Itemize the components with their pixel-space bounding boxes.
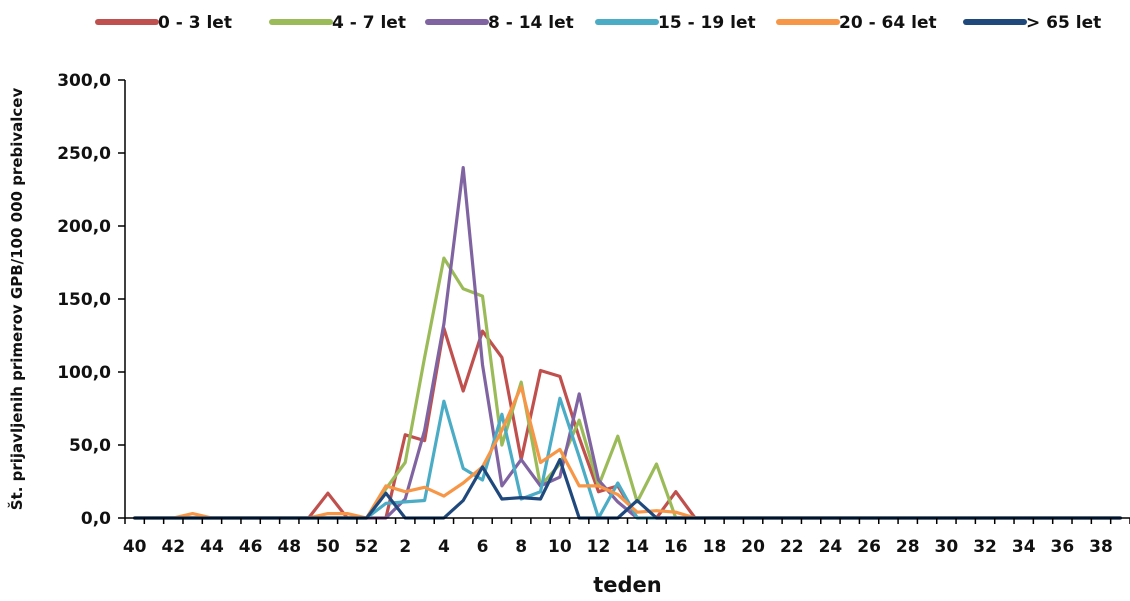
x-tick-label: 6 bbox=[477, 537, 489, 557]
legend-label: 15 - 19 let bbox=[658, 13, 756, 33]
legend-item: 4 - 7 let bbox=[269, 13, 406, 33]
x-tick-label: 22 bbox=[780, 537, 804, 557]
y-tick-label: 200,0 bbox=[57, 217, 111, 237]
legend-item: 8 - 14 let bbox=[425, 13, 574, 33]
x-tick-label: 50 bbox=[316, 537, 340, 557]
y-tick-label: 0,0 bbox=[81, 509, 111, 529]
x-tick-label: 2 bbox=[399, 537, 411, 557]
legend-item: 15 - 19 let bbox=[595, 13, 756, 33]
y-axis: 0,0 50,0 100,0 150,0 200,0 250,0 300,0 bbox=[57, 71, 126, 529]
x-tick-label: 36 bbox=[1051, 537, 1075, 557]
x-tick-label: 8 bbox=[515, 537, 527, 557]
legend-label: 0 - 3 let bbox=[158, 13, 232, 33]
x-tick-label: 12 bbox=[587, 537, 611, 557]
series-line-0 bbox=[133, 326, 1122, 520]
x-tick-label: 26 bbox=[857, 537, 881, 557]
legend-item: > 65 let bbox=[963, 13, 1101, 33]
x-tick-label: 34 bbox=[1012, 537, 1036, 557]
x-tick-label: 20 bbox=[741, 537, 765, 557]
x-tick-label: 48 bbox=[277, 537, 301, 557]
legend-label: > 65 let bbox=[1026, 13, 1101, 33]
series-line-1 bbox=[133, 256, 1122, 520]
y-tick-label: 100,0 bbox=[57, 363, 111, 383]
y-axis-title: Št. prijavljenih primerov GPB/100 000 pr… bbox=[7, 88, 26, 511]
legend-item: 20 - 64 let bbox=[776, 13, 937, 33]
x-tick-label: 38 bbox=[1089, 537, 1113, 557]
x-tick-label: 28 bbox=[896, 537, 920, 557]
x-tick-label: 30 bbox=[935, 537, 959, 557]
x-tick-label: 18 bbox=[703, 537, 727, 557]
x-tick-label: 14 bbox=[625, 537, 649, 557]
x-tick-label: 42 bbox=[161, 537, 185, 557]
x-tick-label: 10 bbox=[548, 537, 572, 557]
x-tick-label: 52 bbox=[355, 537, 379, 557]
series-line-3 bbox=[133, 396, 1122, 520]
x-axis: 40 42 44 46 48 50 52 2 4 6 8 10 12 14 16 18 20 22 24 26 28 30… bbox=[123, 517, 1130, 557]
plot-area bbox=[133, 166, 1122, 520]
legend-label: 8 - 14 let bbox=[488, 13, 574, 33]
x-axis-title: teden bbox=[593, 573, 662, 597]
x-tick-label: 46 bbox=[239, 537, 263, 557]
y-tick-label: 300,0 bbox=[57, 71, 111, 91]
legend-item: 0 - 3 let bbox=[95, 13, 232, 33]
x-tick-label: 32 bbox=[973, 537, 997, 557]
legend-label: 4 - 7 let bbox=[332, 13, 406, 33]
y-tick-label: 250,0 bbox=[57, 144, 111, 164]
x-tick-label: 44 bbox=[200, 537, 224, 557]
legend: 0 - 3 let 4 - 7 let 8 - 14 let 15 - 19 let 2… bbox=[95, 13, 1101, 33]
x-tick-label: 4 bbox=[438, 537, 450, 557]
legend-label: 20 - 64 let bbox=[839, 13, 937, 33]
y-tick-label: 50,0 bbox=[69, 436, 111, 456]
x-tick-label: 16 bbox=[664, 537, 688, 557]
x-tick-label: 40 bbox=[123, 537, 147, 557]
y-tick-label: 150,0 bbox=[57, 290, 111, 310]
x-tick-label: 24 bbox=[819, 537, 843, 557]
